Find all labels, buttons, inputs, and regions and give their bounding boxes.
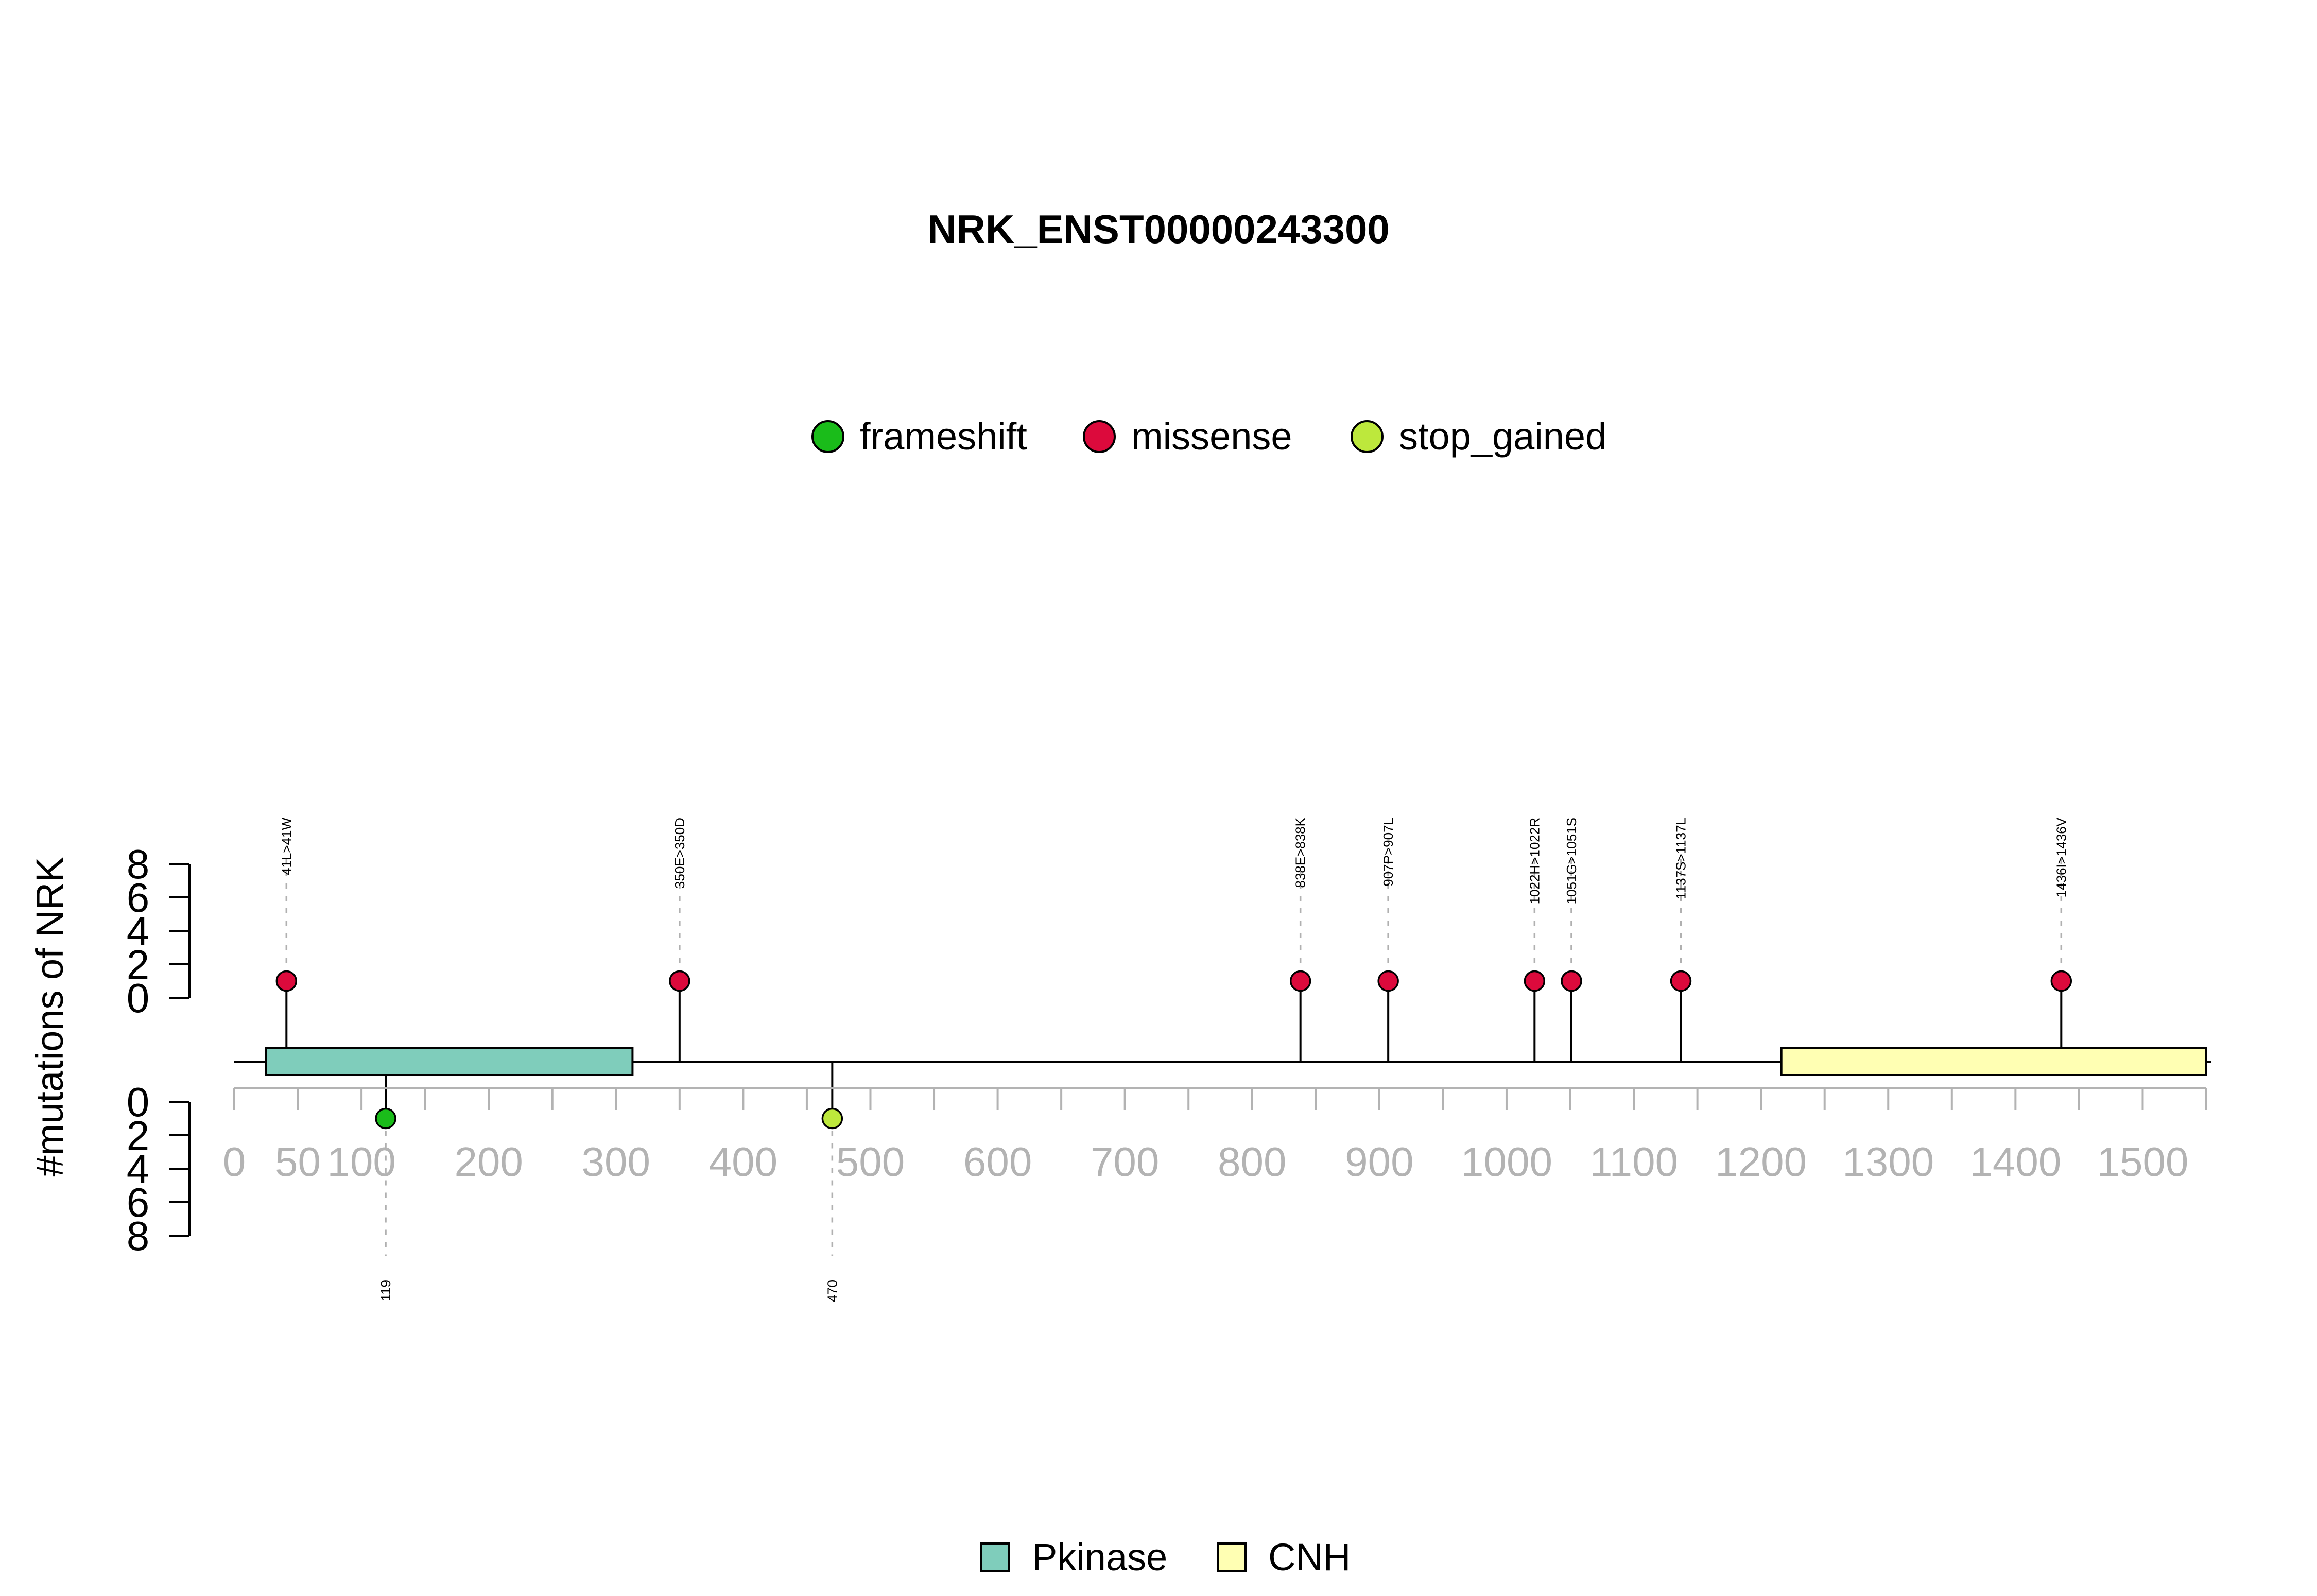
x-tick-label: 400 xyxy=(709,1139,777,1185)
legend-label-stop_gained: stop_gained xyxy=(1399,415,1606,458)
x-tick-label: 50 xyxy=(275,1139,321,1185)
x-tick-label: 100 xyxy=(327,1139,395,1185)
y-tick-label-top: 4 xyxy=(127,908,150,954)
legend-label-missense: missense xyxy=(1131,415,1292,458)
x-tick-label: 1300 xyxy=(1842,1139,1934,1185)
label-guide-lines xyxy=(285,859,2063,1256)
legend-label-frameshift: frameshift xyxy=(860,415,1027,458)
domain-legend: Pkinase CNH xyxy=(980,1536,1351,1578)
x-tick-label: 1000 xyxy=(1461,1139,1552,1185)
y-tick-label-top: 6 xyxy=(127,875,150,921)
x-tick-label: 1500 xyxy=(2097,1139,2188,1185)
mutation-label: 1022H>1022R xyxy=(1527,818,1542,904)
mutation-label: 1051G>1051S xyxy=(1564,818,1579,904)
lollipop-frameshift xyxy=(375,1107,396,1130)
y-tick-label-bottom: 8 xyxy=(127,1213,150,1259)
y-axis-label: #mutations of NRK xyxy=(28,857,71,1176)
lollipop-missense xyxy=(1524,970,1546,992)
lollipop-heads xyxy=(275,970,2072,1130)
mutation-label: 119 xyxy=(378,1280,393,1301)
x-tick-label: 500 xyxy=(836,1139,905,1185)
domain-cnh xyxy=(1780,1047,2207,1076)
legend-marker-stop_gained xyxy=(1351,420,1384,453)
y-tick-label-top: 2 xyxy=(127,942,150,987)
y-tick-label-bottom: 6 xyxy=(127,1179,150,1225)
y-tick-label-bottom: 4 xyxy=(127,1146,150,1192)
mutation-label: 838E>838K xyxy=(1293,817,1308,888)
x-tick-label: 200 xyxy=(454,1139,523,1185)
lollipop-missense xyxy=(1561,970,1582,992)
x-tick-label: 800 xyxy=(1218,1139,1286,1185)
mutation-label: 907P>907L xyxy=(1380,818,1396,887)
x-tick-label: 1400 xyxy=(1969,1139,2061,1185)
protein-domains xyxy=(265,1047,2207,1076)
x-tick-label: 300 xyxy=(582,1139,650,1185)
mutation-label: 350E>350D xyxy=(672,818,687,889)
lollipop-missense xyxy=(275,970,298,992)
x-axis: 0 50 100 200 300 400 500 600 700 800 900 1000 1100 12… xyxy=(223,1087,2207,1185)
x-tick-label: 700 xyxy=(1091,1139,1159,1185)
legend-label-pkinase: Pkinase xyxy=(1032,1536,1167,1578)
y-tick-label-bottom: 0 xyxy=(127,1079,150,1125)
chart-title: NRK_ENST00000243300 xyxy=(927,206,1390,252)
legend-label-cnh: CNH xyxy=(1268,1536,1351,1578)
lollipop-missense xyxy=(1289,970,1311,992)
mutation-label: 1137S>1137L xyxy=(1673,818,1688,899)
y-tick-label-top: 8 xyxy=(127,841,150,887)
x-tick-label: 900 xyxy=(1345,1139,1413,1185)
x-tick-label: 600 xyxy=(963,1139,1032,1185)
x-tick-label: 0 xyxy=(223,1139,246,1185)
mutation-label: 470 xyxy=(824,1280,840,1302)
domain-pkinase xyxy=(265,1047,634,1076)
mutation-labels: 41L>41W 350E>350D 838E>838K 907P>907L 1022H>… xyxy=(279,817,2069,1302)
legend-marker-missense xyxy=(1083,420,1116,453)
y-tick-label-bottom: 2 xyxy=(127,1113,150,1158)
y-tick-label-top: 0 xyxy=(127,975,150,1021)
x-tick-label: 1200 xyxy=(1715,1139,1807,1185)
lollipop-missense xyxy=(1377,970,1399,992)
legend-marker-frameshift xyxy=(811,420,844,453)
lollipop-missense xyxy=(1670,970,1692,992)
lollipop-missense xyxy=(669,970,690,992)
lollipop-missense xyxy=(2050,970,2072,992)
legend-swatch-cnh xyxy=(1217,1542,1247,1572)
mutation-label: 41L>41W xyxy=(279,818,294,875)
lollipop-stop_gained xyxy=(821,1107,843,1130)
x-tick-label: 1100 xyxy=(1589,1139,1678,1185)
legend-swatch-pkinase xyxy=(980,1542,1010,1572)
mutation-label: 1436I>1436V xyxy=(2053,817,2069,897)
mutation-legend: frameshift missense stop_gained xyxy=(811,415,1606,458)
